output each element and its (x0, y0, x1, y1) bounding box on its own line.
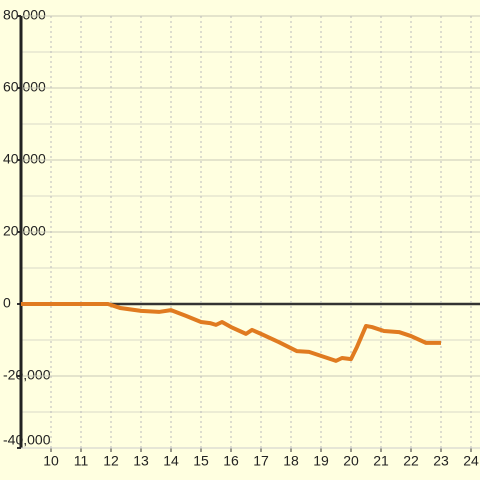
y-tick-label: -20,000 (3, 367, 51, 383)
y-tick-label: -40,000 (3, 432, 51, 448)
x-tick-label: 18 (283, 453, 299, 469)
y-tick-label: 80,000 (3, 7, 46, 23)
y-tick-label: 0 (3, 295, 11, 311)
x-tick-label: 11 (74, 453, 89, 469)
x-tick-label: 15 (193, 453, 209, 469)
x-tick-label: 16 (223, 453, 239, 469)
x-tick-label: 20 (343, 453, 359, 469)
x-tick-label: 19 (313, 453, 329, 469)
line (21, 302, 441, 363)
x-tick-label: 10 (43, 453, 59, 469)
y-tick-label: 40,000 (3, 151, 46, 167)
x-tick-label: 13 (133, 453, 149, 469)
x-tick-label: 21 (373, 453, 389, 469)
x-tick-label: 12 (103, 453, 119, 469)
y-tick-label: 20,000 (3, 223, 46, 239)
x-tick-label: 23 (433, 453, 449, 469)
x-tick-label: 22 (403, 453, 419, 469)
y-tick-label: 60,000 (3, 79, 46, 95)
x-tick-label: 14 (163, 453, 179, 469)
x-tick-label: 24 (463, 453, 479, 469)
x-tick-label: 17 (253, 453, 269, 469)
